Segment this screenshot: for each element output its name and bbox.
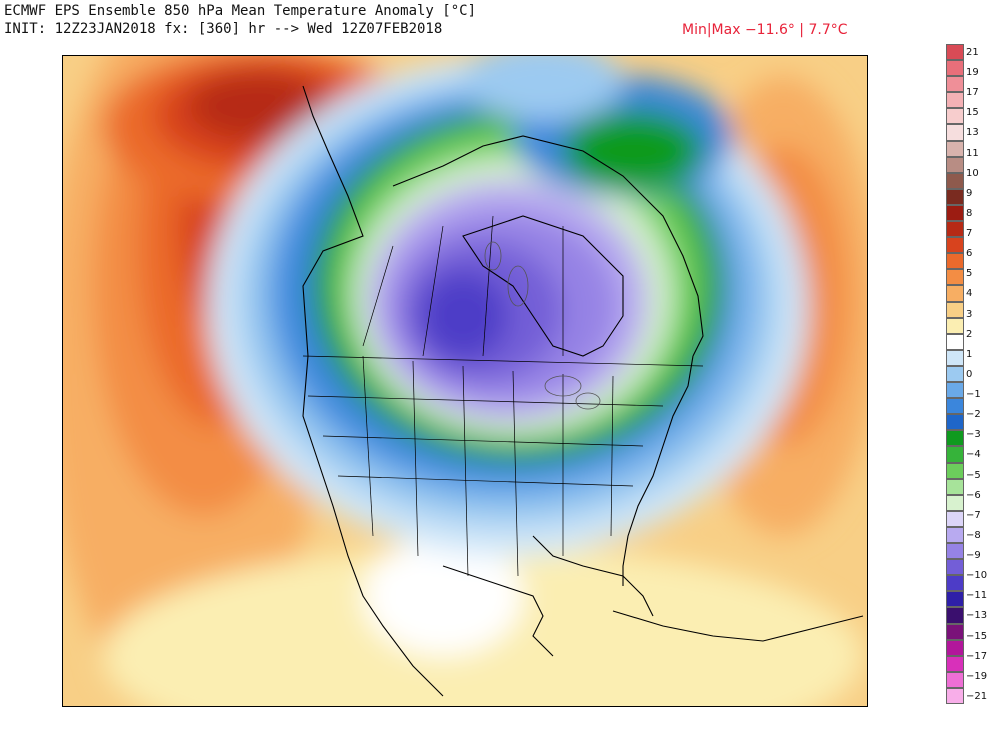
- color-scale-cell: [946, 671, 964, 688]
- color-scale-cell: [946, 76, 964, 93]
- color-scale-cell: [946, 398, 964, 415]
- color-scale-tick-label: 2: [966, 328, 973, 340]
- color-scale-cell: [946, 623, 964, 640]
- color-scale-cell: [946, 237, 964, 254]
- color-scale-tick-label: −4: [966, 449, 981, 461]
- color-scale-cell: [946, 221, 964, 238]
- color-scale-cell: [946, 333, 964, 350]
- color-scale-cell: [946, 639, 964, 656]
- state-borders: [302, 215, 704, 577]
- color-scale-tick-label: 19: [966, 67, 979, 79]
- color-scale-tick-label: 9: [966, 187, 973, 199]
- color-scale-cell: [946, 478, 964, 495]
- lakes: [484, 241, 601, 410]
- color-scale-cell: [946, 526, 964, 544]
- anomaly-shading: [63, 56, 867, 706]
- color-scale-cell: [946, 382, 964, 399]
- color-scale-cell: [946, 301, 964, 318]
- color-scale-cell: [946, 494, 964, 511]
- color-scale-cell: [946, 607, 964, 624]
- color-scale-tick-label: 1: [966, 348, 973, 360]
- color-scale-tick-label: 0: [966, 368, 973, 380]
- color-scale-cell: [946, 446, 964, 463]
- color-scale-cell: [946, 365, 964, 383]
- init-forecast-line: INIT: 12Z23JAN2018 fx: [360] hr --> Wed …: [4, 21, 443, 37]
- color-scale-tick-label: −10: [966, 570, 988, 582]
- color-scale-tick-label: 10: [966, 167, 979, 179]
- color-scale-tick-label: 6: [966, 248, 973, 260]
- color-scale-tick-label: −8: [966, 529, 981, 541]
- color-scale-tick-label: 5: [966, 268, 973, 280]
- color-scale-tick-label: −3: [966, 429, 981, 441]
- anomaly-map: [63, 56, 867, 706]
- color-scale-cell: [946, 188, 964, 205]
- color-scale-tick-label: −9: [966, 550, 981, 562]
- color-scale-cell: [946, 430, 964, 447]
- color-scale-cell: [946, 140, 964, 157]
- color-scale-cell: [946, 108, 964, 125]
- color-scale-cell: [946, 591, 964, 608]
- color-scale-tick-label: −15: [966, 630, 988, 642]
- color-scale-tick-label: −6: [966, 489, 981, 501]
- color-scale-tick-label: 13: [966, 127, 979, 139]
- color-scale-cell: [946, 687, 964, 704]
- color-scale-cell: [946, 92, 964, 109]
- color-scale-tick-label: 11: [966, 147, 979, 159]
- color-scale-tick-label: 8: [966, 207, 973, 219]
- color-scale-cell: [946, 543, 964, 560]
- color-scale-cell: [946, 44, 964, 61]
- color-scale-cell: [946, 655, 964, 672]
- color-scale-tick-label: 17: [966, 87, 979, 99]
- chart-title: ECMWF EPS Ensemble 850 hPa Mean Temperat…: [4, 3, 477, 19]
- color-scale-tick-label: −7: [966, 509, 981, 521]
- min-max-readout: Min|Max −11.6° | 7.7°C: [682, 22, 848, 38]
- color-scale-cell: [946, 510, 964, 527]
- color-scale-cell: [946, 60, 964, 77]
- color-scale-tick-label: 3: [966, 308, 973, 320]
- coastlines: [302, 85, 864, 697]
- color-scale-cell: [946, 285, 964, 302]
- color-scale-tick-label: 4: [966, 288, 973, 300]
- color-scale-tick-label: 7: [966, 228, 973, 240]
- color-scale-tick-label: −17: [966, 650, 988, 662]
- color-scale-cell: [946, 156, 964, 173]
- color-scale-tick-label: −5: [966, 469, 981, 481]
- color-scale-cell: [946, 269, 964, 286]
- color-scale-tick-label: 21: [966, 47, 979, 58]
- color-scale-tick-label: −11: [966, 590, 988, 602]
- color-scale-cell: [946, 349, 964, 366]
- color-scale-cell: [946, 317, 964, 334]
- color-scale-cell: [946, 462, 964, 479]
- color-scale-legend: [946, 44, 964, 704]
- color-scale-cell: [946, 575, 964, 592]
- color-scale-tick-label: −1: [966, 389, 981, 401]
- color-scale-tick-label: 15: [966, 107, 979, 119]
- color-scale-tick-label: −19: [966, 670, 988, 682]
- color-scale-tick-label: −2: [966, 409, 981, 421]
- color-scale-cell: [946, 253, 964, 270]
- color-scale-tick-label: −21: [966, 690, 988, 702]
- color-scale-cell: [946, 124, 964, 141]
- color-scale-cell: [946, 204, 964, 222]
- color-scale-cell: [946, 559, 964, 576]
- color-scale-tick-label: −13: [966, 610, 988, 622]
- color-scale-cell: [946, 414, 964, 431]
- map-panel: [62, 55, 868, 707]
- color-scale-cell: [946, 172, 964, 189]
